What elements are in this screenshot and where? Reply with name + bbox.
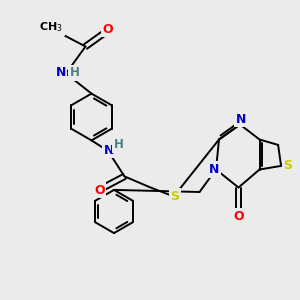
Text: N: N [56, 66, 66, 80]
Text: N: N [209, 163, 220, 176]
Text: H: H [114, 138, 124, 152]
Text: O: O [103, 22, 113, 36]
Text: H: H [70, 66, 79, 80]
Text: N: N [103, 144, 114, 157]
Text: S: S [170, 190, 179, 203]
Text: S: S [283, 159, 292, 172]
Text: N: N [236, 112, 246, 126]
Text: O: O [94, 184, 105, 197]
Text: CH$_3$: CH$_3$ [39, 20, 63, 34]
Text: O: O [233, 210, 244, 223]
